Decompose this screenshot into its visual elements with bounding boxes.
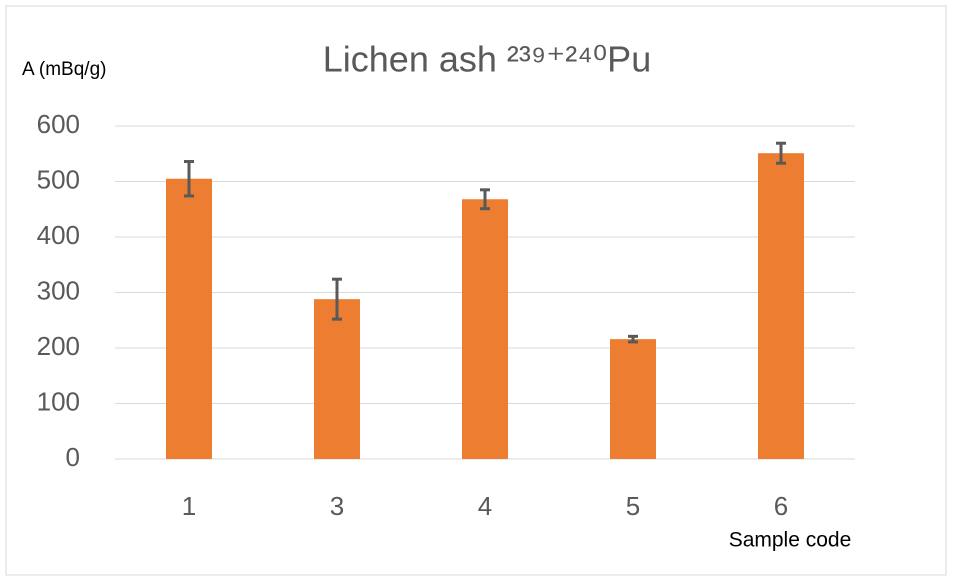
x-tick-label: 5 bbox=[626, 491, 640, 521]
bar bbox=[610, 339, 656, 459]
x-tick-label: 6 bbox=[774, 491, 788, 521]
bar bbox=[462, 199, 508, 459]
error-bar bbox=[332, 277, 342, 321]
error-bar bbox=[628, 334, 638, 344]
y-tick-label: 400 bbox=[37, 220, 80, 250]
y-tick-label: 600 bbox=[37, 109, 80, 139]
x-axis-label: Sample code bbox=[729, 529, 852, 552]
bar bbox=[758, 153, 804, 459]
error-bar bbox=[776, 141, 786, 165]
chart-title: Lichen ash ²³⁹⁺²⁴⁰Pu bbox=[323, 39, 651, 80]
x-tick-label: 4 bbox=[478, 491, 492, 521]
y-tick-label: 200 bbox=[37, 331, 80, 361]
y-tick-label: 100 bbox=[37, 386, 80, 416]
y-tick-label: 300 bbox=[37, 275, 80, 305]
bar bbox=[314, 299, 360, 459]
y-tick-label: 500 bbox=[37, 164, 80, 194]
x-tick-label: 1 bbox=[182, 491, 196, 521]
error-bar bbox=[480, 188, 490, 211]
x-tick-label: 3 bbox=[330, 491, 344, 521]
bar bbox=[166, 178, 212, 459]
y-tick-label: 0 bbox=[66, 442, 80, 472]
error-bar bbox=[184, 160, 194, 198]
y-axis-label: A (mBq/g) bbox=[22, 59, 106, 80]
